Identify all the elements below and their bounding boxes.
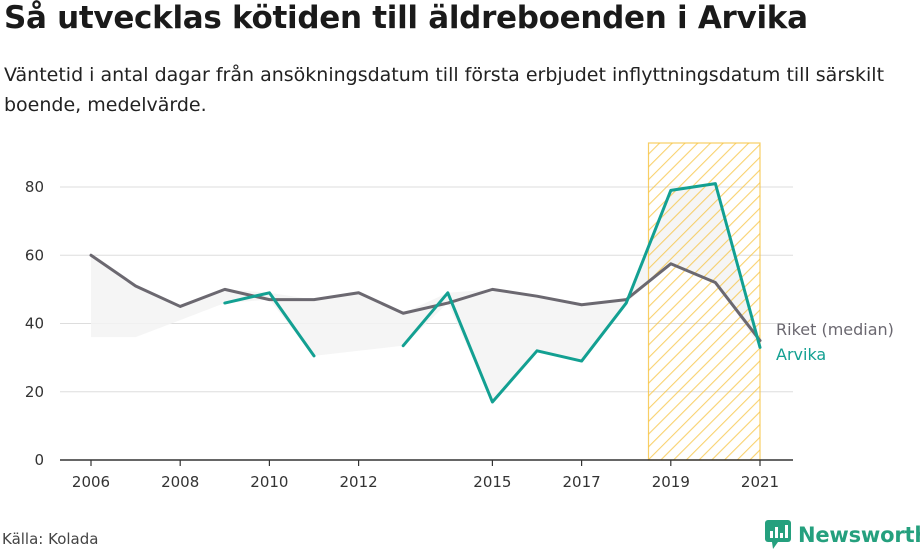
x-tick-label: 2010 xyxy=(250,473,288,491)
series-label-riket: Riket (median) xyxy=(776,320,894,339)
y-tick-label: 20 xyxy=(25,383,44,401)
source-note: Källa: Kolada xyxy=(2,530,99,548)
x-tick-label: 2015 xyxy=(473,473,511,491)
y-tick-label: 0 xyxy=(34,451,44,469)
x-tick-label: 2019 xyxy=(652,473,690,491)
x-tick-label: 2017 xyxy=(563,473,601,491)
x-tick-label: 2021 xyxy=(741,473,779,491)
riket-line xyxy=(89,253,762,343)
y-tick-label: 40 xyxy=(25,315,44,333)
arvika-line xyxy=(223,291,316,358)
highlight-period xyxy=(647,142,761,461)
x-tick-label: 2008 xyxy=(161,473,199,491)
newsworthy-logo-icon xyxy=(765,520,791,549)
newsworthy-logo-text: Newsworthy xyxy=(798,523,920,547)
arvika-line xyxy=(401,182,762,404)
x-tick-label: 2012 xyxy=(340,473,378,491)
y-tick-label: 80 xyxy=(25,178,44,196)
chart-title: Så utvecklas kötiden till äldreboenden i… xyxy=(4,0,808,36)
chart-subtitle: Väntetid i antal dagar från ansökningsda… xyxy=(4,64,885,116)
y-tick-label: 60 xyxy=(25,246,44,264)
series-label-arvika: Arvika xyxy=(776,345,826,364)
newsworthy-logo: Newsworthy xyxy=(764,519,920,551)
x-tick-label: 2006 xyxy=(72,473,110,491)
